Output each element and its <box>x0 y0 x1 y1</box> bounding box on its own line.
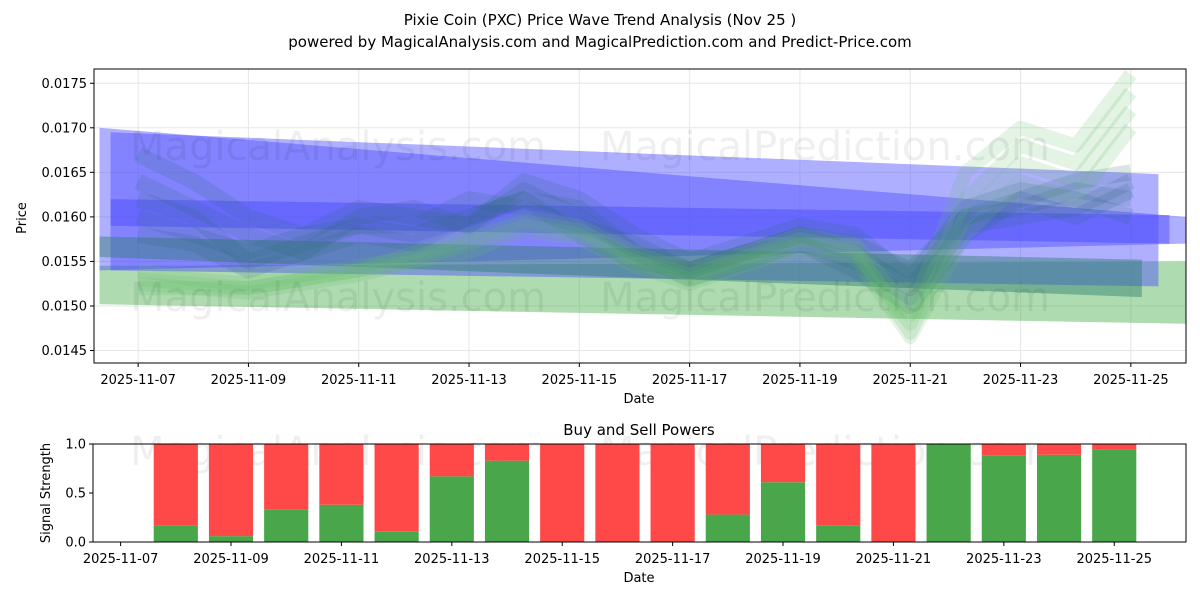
signal-x-tick-label: 2025-11-21 <box>856 552 932 567</box>
price-plot: MagicalAnalysis.com MagicalPrediction.com… <box>42 68 1187 388</box>
signal-y-tick-label: 0.0 <box>65 536 86 551</box>
blue-trend-band <box>99 127 1186 271</box>
buy-bar <box>1092 449 1137 542</box>
watermark-text: MagicalAnalysis.com <box>130 275 546 321</box>
sell-bar <box>319 444 364 505</box>
price-plot-area <box>94 69 1186 363</box>
price-wave-line <box>134 147 1133 279</box>
sell-bar <box>650 444 695 542</box>
buy-bar <box>374 531 419 542</box>
sell-bar <box>429 444 474 477</box>
buy-bar <box>429 476 474 542</box>
price-y-tick-label: 0.0170 <box>42 121 88 136</box>
green-wave-line <box>138 87 1137 331</box>
green-wave-line <box>137 123 1137 345</box>
sell-bar <box>871 444 916 542</box>
price-x-tick-label: 2025-11-25 <box>1093 373 1169 388</box>
sell-bar <box>264 444 309 510</box>
sell-bar <box>374 444 419 532</box>
signal-y-tick-label: 1.0 <box>65 438 86 453</box>
sell-bar <box>981 444 1026 456</box>
buy-bar <box>153 525 198 542</box>
sell-bar <box>153 444 198 526</box>
buy-bar <box>981 455 1026 542</box>
price-x-tick-label: 2025-11-17 <box>652 373 728 388</box>
signal-y-axis-label: Signal Strength <box>39 443 54 543</box>
watermark-text: MagicalPrediction.com <box>600 124 1050 170</box>
price-wave-line <box>134 173 1134 288</box>
price-x-tick-label: 2025-11-21 <box>872 373 948 388</box>
price-y-tick-label: 0.0175 <box>42 77 88 92</box>
price-x-tick-label: 2025-11-23 <box>983 373 1059 388</box>
sell-bar <box>816 444 861 526</box>
signal-x-tick-label: 2025-11-25 <box>1076 552 1152 567</box>
chart-subtitle: powered by MagicalAnalysis.com and Magic… <box>288 33 912 51</box>
buy-bar <box>760 482 806 542</box>
price-y-tick-label: 0.0155 <box>42 255 88 270</box>
watermark-text: MagicalPrediction.com <box>600 275 1050 321</box>
price-x-tick-label: 2025-11-19 <box>762 373 838 388</box>
sell-bar <box>595 444 640 542</box>
signal-x-tick-label: 2025-11-19 <box>745 552 821 567</box>
sell-bar <box>1036 444 1082 455</box>
teal-trend-band <box>99 236 1142 298</box>
price-x-tick-label: 2025-11-09 <box>211 373 287 388</box>
price-y-tick-label: 0.0165 <box>42 166 88 181</box>
buy-bar <box>264 509 309 542</box>
price-plot-frame <box>93 68 1187 364</box>
sell-bar <box>1092 444 1137 450</box>
signal-x-tick-label: 2025-11-17 <box>635 552 711 567</box>
price-x-axis-label: Date <box>623 392 654 407</box>
green-wave-line <box>136 105 1137 340</box>
signal-x-tick-label: 2025-11-11 <box>304 552 380 567</box>
buy-bar <box>1036 454 1082 542</box>
buy-bar <box>484 460 530 542</box>
signal-x-tick-label: 2025-11-15 <box>524 552 600 567</box>
sell-bar <box>484 444 530 461</box>
sell-bar <box>208 444 254 537</box>
signal-x-axis-label: Date <box>623 571 654 586</box>
price-x-tick-label: 2025-11-07 <box>100 373 176 388</box>
sell-bar <box>760 444 806 483</box>
price-wave-line <box>135 182 1133 297</box>
price-y-axis-label: Price <box>15 202 30 234</box>
buy-bar <box>319 504 364 542</box>
signal-x-tick-label: 2025-11-23 <box>966 552 1042 567</box>
sell-bar <box>540 444 585 542</box>
signal-x-tick-label: 2025-11-09 <box>193 552 269 567</box>
price-y-tick-label: 0.0145 <box>42 344 88 359</box>
price-y-tick-label: 0.0160 <box>42 210 88 225</box>
watermark-text: MagicalAnalysis.com <box>130 124 546 170</box>
signal-plot: MagicalAnalysis.comMagicalPrediction.com… <box>65 429 1187 567</box>
signal-y-tick-label: 0.5 <box>65 487 86 502</box>
signal-chart-title: Buy and Sell Powers <box>563 421 715 439</box>
signal-x-tick-label: 2025-11-07 <box>83 552 159 567</box>
price-wave-line <box>135 174 1135 306</box>
blue-trend-band <box>110 199 1170 244</box>
sell-bar <box>705 444 750 515</box>
buy-bar <box>705 514 750 542</box>
price-x-tick-label: 2025-11-13 <box>431 373 507 388</box>
buy-bar <box>208 536 254 542</box>
signal-x-tick-label: 2025-11-13 <box>414 552 490 567</box>
price-x-tick-label: 2025-11-11 <box>321 373 397 388</box>
green-band-lower <box>99 261 1186 324</box>
chart-title: Pixie Coin (PXC) Price Wave Trend Analys… <box>404 11 796 29</box>
price-x-tick-label: 2025-11-15 <box>542 373 618 388</box>
buy-bar <box>926 444 971 542</box>
buy-bar <box>816 525 861 542</box>
green-wave-line <box>137 70 1137 322</box>
price-y-tick-label: 0.0150 <box>42 299 88 314</box>
price-wave-line <box>136 183 1135 314</box>
